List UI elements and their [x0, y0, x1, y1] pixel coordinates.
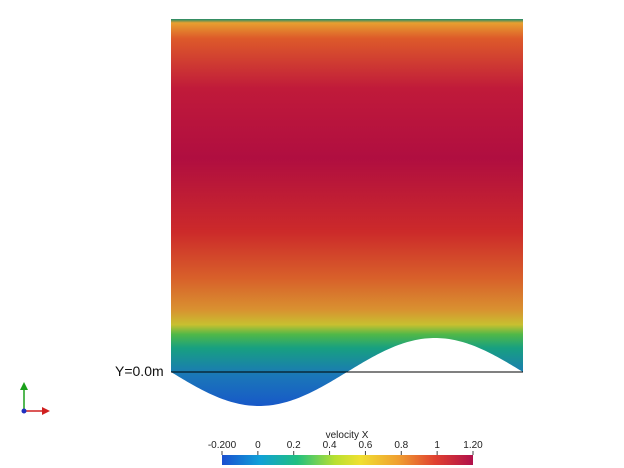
colorbar-tick-label: 1.20 — [463, 440, 483, 451]
colorbar-tick-label: 0.4 — [323, 440, 337, 451]
axes-triad — [20, 382, 50, 415]
colorbar-tick-label: 0 — [255, 440, 261, 451]
colorbar-title: velocity X — [326, 430, 369, 441]
annotation: Y=0.0m — [115, 363, 164, 379]
x-arrow-head — [42, 407, 50, 415]
y-arrow-head — [20, 382, 28, 390]
colorbar-tick-label: 0.8 — [394, 440, 408, 451]
colorbar: velocity X -0.200 0 0.2 0.4 0.6 0.8 1 1.20 — [208, 430, 483, 465]
z-axis-dot — [21, 408, 27, 414]
colorbar-ramp — [222, 455, 473, 465]
velocity-field — [171, 19, 523, 406]
colorbar-tick-label: 0.6 — [358, 440, 372, 451]
colorbar-tick-label: 1 — [434, 440, 440, 451]
colorbar-tick-label: -0.200 — [208, 440, 237, 451]
colorbar-tick-label: 0.2 — [287, 440, 301, 451]
